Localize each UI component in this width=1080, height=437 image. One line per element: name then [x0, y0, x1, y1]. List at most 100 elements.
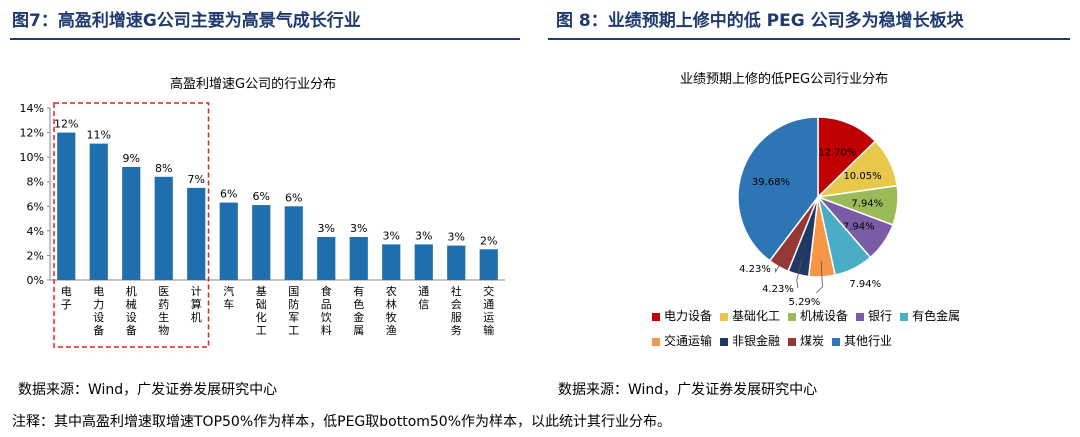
- pie-slice: [817, 116, 877, 199]
- bar-value-label: 3%: [415, 229, 432, 242]
- x-category-label: 通信: [418, 285, 429, 311]
- y-tick-label: 14%: [20, 102, 44, 115]
- bar: [382, 244, 401, 280]
- left-source: 数据来源：Wind，广发证券发展研究中心: [18, 382, 278, 398]
- x-category-label: 农林牧渔: [386, 284, 397, 337]
- y-tick-label: 10%: [20, 151, 44, 164]
- bar: [219, 202, 238, 280]
- legend-item: 其他行业: [832, 332, 892, 349]
- y-tick-label: 12%: [20, 127, 44, 140]
- pie-value-label: 39.68%: [752, 177, 790, 188]
- bar-value-label: 9%: [123, 152, 140, 165]
- bar-value-label: 11%: [87, 129, 111, 142]
- legend-swatch: [652, 312, 660, 321]
- legend-swatch: [720, 312, 729, 321]
- bar-value-label: 3%: [318, 222, 335, 235]
- bar-value-label: 6%: [253, 190, 270, 203]
- pie-value-label: 4.23%: [739, 264, 771, 275]
- legend-label: 非银金融: [732, 334, 781, 348]
- legend-swatch: [788, 312, 797, 321]
- x-category-label: 汽车: [223, 284, 234, 311]
- legend-item: 基础化工: [720, 307, 780, 324]
- x-category-label: 机械设备: [126, 284, 137, 337]
- y-tick-label: 0%: [27, 274, 44, 287]
- right-title-rule: [548, 38, 1070, 40]
- pie-legend: 电力设备 基础化工 机械设备 银行 有色金属交通运输 非银金融 煤炭 其他行业: [652, 307, 992, 357]
- bar-value-label: 6%: [285, 191, 302, 204]
- x-category-label: 食品饮料: [321, 284, 332, 337]
- legend-item: 电力设备: [652, 307, 712, 324]
- pie-slice: [737, 116, 819, 262]
- highlight-box: [53, 102, 210, 348]
- legend-label: 机械设备: [800, 309, 849, 323]
- legend-swatch: [720, 337, 729, 346]
- legend-swatch: [856, 312, 865, 321]
- bar: [89, 143, 108, 280]
- y-tick-label: 8%: [27, 176, 44, 189]
- y-tick-label: 2%: [27, 249, 44, 262]
- bar-value-label: 3%: [350, 222, 367, 235]
- legend-label: 电力设备: [664, 309, 713, 323]
- legend-swatch: [788, 337, 797, 346]
- pie-value-label: 7.94%: [851, 198, 883, 209]
- legend-swatch: [900, 312, 909, 321]
- y-tick-label: 4%: [27, 225, 44, 238]
- x-category-label: 交通运输: [483, 284, 494, 337]
- bar-value-label: 8%: [155, 162, 172, 175]
- footnote: 注释：其中高盈利增速取增速TOP50%作为样本，低PEG取bottom50%作为…: [12, 414, 672, 430]
- bar-value-label: 6%: [220, 188, 237, 201]
- leader-line: [774, 252, 787, 274]
- legend-swatch: [832, 337, 841, 346]
- bar: [252, 205, 271, 280]
- left-title-rule: [10, 38, 520, 40]
- right-source: 数据来源：Wind，广发证券发展研究中心: [558, 382, 818, 398]
- legend-item: 银行: [856, 307, 892, 324]
- y-tick-label: 6%: [27, 200, 44, 213]
- pie-value-label: 4.23%: [762, 284, 794, 295]
- legend-swatch: [652, 337, 660, 346]
- left-figure-title: 图7：高盈利增速G公司主要为高景气成长行业: [12, 11, 361, 31]
- bar: [349, 237, 368, 280]
- legend-label: 交通运输: [664, 334, 713, 348]
- legend-item: 机械设备: [788, 307, 848, 324]
- pie-chart: 12.70% 10.05% 7.94% 7.94% 7.94% 5.29% 4.23% 4.2…: [737, 116, 899, 308]
- legend-label: 基础化工: [732, 309, 781, 323]
- x-category-label: 社会服务: [451, 284, 462, 337]
- leader-line: [796, 258, 803, 289]
- legend-label: 银行: [868, 309, 893, 323]
- bar: [284, 206, 303, 280]
- bar-chart: 0% 2% 4% 6% 8% 10% 12% 14% 12% 电子 11% 电力设备 9% 机械设备 8% 医…: [20, 102, 505, 348]
- bar: [187, 187, 206, 280]
- legend-item: 非银金融: [720, 332, 780, 349]
- legend-item: 有色金属: [900, 307, 960, 324]
- pie-value-label: 12.70%: [818, 147, 856, 158]
- legend-label: 有色金属: [912, 309, 961, 323]
- bar: [317, 237, 336, 280]
- legend-item: 交通运输: [652, 332, 712, 349]
- bar-chart-title: 高盈利增速G公司的行业分布: [170, 77, 337, 92]
- legend-item: 煤炭: [788, 332, 824, 349]
- pie-value-label: 5.29%: [789, 297, 821, 308]
- x-category-label: 基础化工: [256, 285, 267, 337]
- pie-value-label: 7.94%: [843, 221, 875, 232]
- bar-value-label: 3%: [448, 231, 465, 244]
- legend-label: 煤炭: [800, 334, 825, 348]
- bar: [154, 176, 173, 280]
- bar: [447, 245, 466, 280]
- legend-label: 其他行业: [844, 334, 893, 348]
- bar-value-label: 3%: [383, 229, 400, 242]
- bar: [122, 166, 141, 280]
- pie-value-label: 7.94%: [849, 279, 881, 290]
- bar-value-label: 2%: [480, 234, 497, 247]
- leader-line: [816, 260, 823, 294]
- x-category-label: 有色金属: [353, 284, 364, 337]
- right-figure-title: 图 8：业绩预期上修中的低 PEG 公司多为稳增长板块: [556, 11, 964, 31]
- x-category-label: 医药生物: [158, 285, 169, 337]
- bar-value-label: 12%: [54, 118, 78, 131]
- pie-value-label: 10.05%: [843, 171, 881, 182]
- bar: [57, 132, 76, 280]
- bar: [479, 249, 498, 280]
- pie-chart-title: 业绩预期上修的低PEG公司行业分布: [680, 72, 889, 87]
- x-category-label: 电力设备: [93, 285, 104, 337]
- bar: [414, 244, 433, 280]
